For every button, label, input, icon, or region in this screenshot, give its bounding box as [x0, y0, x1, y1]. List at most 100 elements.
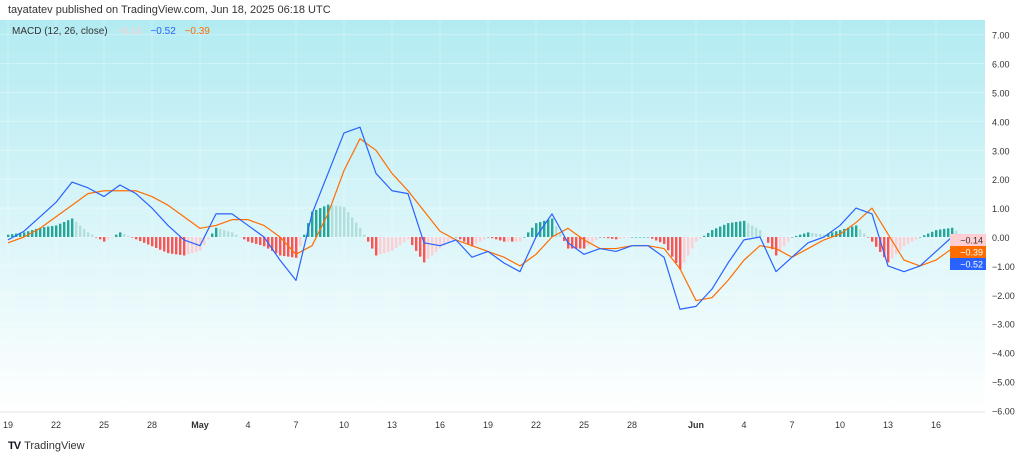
- histogram-bar: [563, 237, 566, 242]
- histogram-bar: [383, 237, 386, 254]
- histogram-bar: [831, 232, 834, 237]
- footer-brand[interactable]: TV TradingView: [8, 440, 85, 452]
- histogram-bar: [239, 237, 242, 238]
- histogram-bar: [703, 235, 706, 237]
- histogram-bar: [427, 237, 430, 259]
- histogram-bar: [847, 227, 850, 237]
- histogram-bar: [71, 218, 74, 237]
- x-tick-label: 10: [339, 420, 349, 430]
- histogram-bar: [771, 237, 774, 250]
- histogram-bar: [483, 237, 486, 240]
- histogram-bar: [91, 234, 94, 237]
- histogram-bar: [55, 225, 58, 237]
- histogram-bar: [103, 237, 106, 242]
- histogram-bar: [935, 230, 938, 237]
- histogram-bar: [711, 230, 714, 237]
- histogram-bar: [259, 237, 262, 246]
- histogram-bar: [683, 237, 686, 263]
- histogram-bar: [619, 237, 622, 239]
- histogram-bar: [115, 234, 118, 237]
- histogram-bar: [191, 237, 194, 254]
- histogram-bar: [399, 237, 402, 246]
- histogram-bar: [299, 237, 302, 247]
- histogram-bar: [35, 228, 38, 237]
- histogram-bar: [315, 209, 318, 237]
- histogram-bar: [395, 237, 398, 248]
- histogram-bar: [923, 235, 926, 237]
- histogram-bar: [919, 237, 922, 238]
- histogram-bar: [379, 237, 382, 255]
- histogram-bar: [743, 220, 746, 237]
- legend-signal-value: −0.39: [184, 26, 210, 37]
- histogram-bar: [151, 237, 154, 247]
- x-tick-label: 25: [99, 420, 109, 430]
- brand-name: TradingView: [24, 440, 85, 452]
- histogram-bar: [211, 233, 214, 237]
- histogram-bar: [843, 228, 846, 237]
- histogram-bar: [119, 232, 122, 237]
- histogram-bar: [39, 227, 42, 237]
- histogram-bar: [255, 237, 258, 244]
- histogram-bar: [387, 237, 390, 253]
- histogram-bar: [679, 237, 682, 270]
- histogram-bar: [391, 237, 394, 251]
- x-tick-label: May: [191, 420, 209, 430]
- series-line-macd: [7, 126, 969, 310]
- histogram-bar: [219, 228, 222, 237]
- histogram-bar: [631, 237, 634, 238]
- histogram-bar: [327, 204, 330, 237]
- histogram-bar: [691, 237, 694, 249]
- histogram-bar: [215, 227, 218, 237]
- histogram-bar: [443, 237, 446, 246]
- histogram-bar: [519, 237, 522, 242]
- histogram-bar: [747, 223, 750, 237]
- last-value-badge: [950, 246, 986, 258]
- x-tick-label: 28: [627, 420, 637, 430]
- histogram-bar: [623, 237, 626, 239]
- histogram-bar: [479, 237, 482, 242]
- histogram-bar: [447, 237, 450, 243]
- histogram-bar: [271, 237, 274, 251]
- x-tick-label: 25: [579, 420, 589, 430]
- histogram-bar: [303, 234, 306, 237]
- legend-title: MACD (12, 26, close): [12, 26, 108, 37]
- histogram-bar: [591, 237, 594, 243]
- histogram-bar: [659, 237, 662, 243]
- histogram-bar: [223, 230, 226, 237]
- histogram-bar: [131, 237, 134, 238]
- indicator-legend[interactable]: MACD (12, 26, close) −0.14 −0.52 −0.39: [12, 26, 216, 37]
- histogram-bar: [475, 237, 478, 244]
- histogram-bar: [819, 234, 822, 237]
- histogram-bar: [707, 232, 710, 237]
- histogram-bar: [955, 230, 958, 237]
- legend-macd-value: −0.52: [150, 26, 176, 37]
- y-tick-label: 0.00: [992, 233, 1010, 243]
- histogram-bar: [31, 230, 34, 237]
- histogram-bar: [887, 237, 890, 263]
- histogram-bar: [127, 235, 130, 237]
- histogram-bar: [895, 237, 898, 255]
- histogram-bar: [403, 237, 406, 243]
- x-tick-label: 4: [741, 420, 746, 430]
- histogram-bar: [827, 233, 830, 237]
- histogram-bar: [187, 237, 190, 255]
- histogram-bar: [311, 211, 314, 237]
- last-value-label: −0.39: [960, 248, 983, 258]
- histogram-bar: [63, 221, 66, 237]
- histogram-bar: [835, 231, 838, 237]
- x-tick-label: 28: [147, 420, 157, 430]
- x-tick-label: 22: [531, 420, 541, 430]
- histogram-bar: [491, 237, 494, 239]
- x-tick-label: 19: [483, 420, 493, 430]
- histogram-bar: [23, 232, 26, 237]
- histogram-bar: [731, 222, 734, 237]
- histogram-bar: [339, 206, 342, 237]
- y-tick-label: 7.00: [992, 31, 1010, 41]
- histogram-bar: [19, 232, 22, 237]
- last-value-badge: [950, 234, 986, 246]
- macd-chart[interactable]: 7.00 6.00 5.00 4.00 3.00 2.00 1.00 0.00 −1.00 −2.…: [0, 20, 1024, 438]
- histogram-bar: [455, 237, 458, 238]
- y-tick-label: 5.00: [992, 89, 1010, 99]
- y-tick-label: 1.00: [992, 204, 1010, 214]
- histogram-bar: [163, 237, 166, 252]
